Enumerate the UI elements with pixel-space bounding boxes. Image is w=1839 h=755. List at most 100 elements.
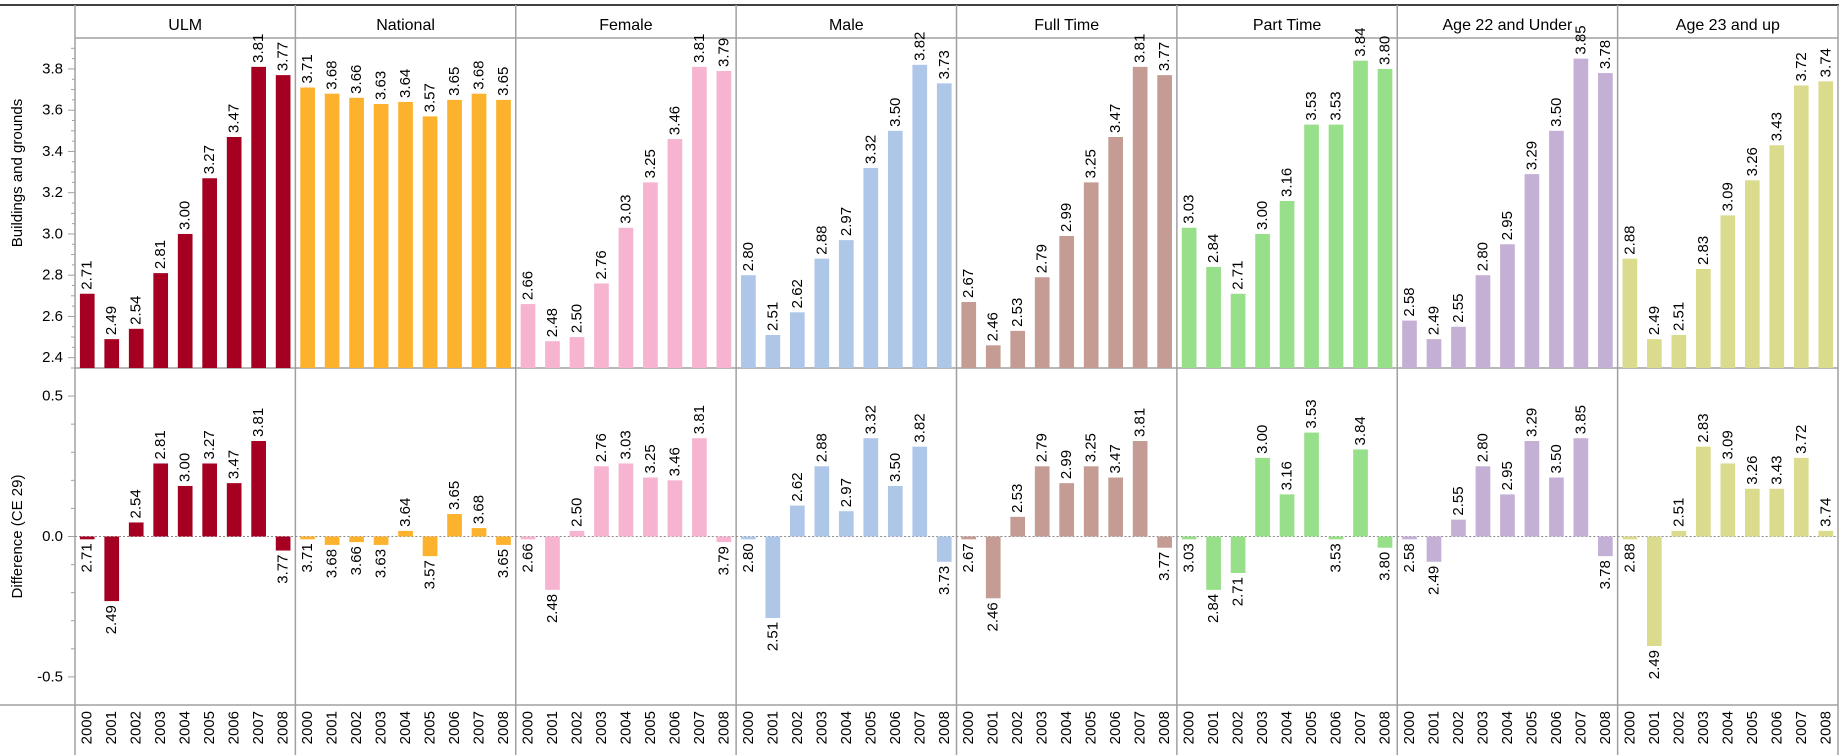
diff-bar [520, 536, 536, 540]
diff-bar-label: 2.46 [985, 602, 1002, 631]
top-bar [838, 240, 854, 368]
top-bar-label: 2.67 [960, 269, 977, 298]
panel-ulm: ULM 2.71 2.71 2000 2.49 2.49 2001 2.54 2.54 2002 2… [75, 17, 296, 744]
diff-bar [667, 480, 683, 537]
top-axis-tick-label: 3.4 [42, 143, 63, 160]
top-bar [692, 66, 707, 368]
top-bar-label: 3.32 [862, 135, 879, 164]
top-bar [1671, 335, 1687, 368]
top-bar-label: 3.26 [1744, 147, 1761, 176]
top-bar-label: 3.78 [1597, 40, 1614, 69]
top-bar [863, 167, 879, 368]
diff-bar-label: 2.99 [1058, 450, 1075, 479]
diff-bar [1108, 477, 1124, 537]
diff-bar [349, 536, 364, 543]
top-bar [275, 75, 291, 368]
top-bar-label: 3.09 [1719, 182, 1736, 211]
year-tick-label: 2008 [715, 711, 732, 744]
top-bar-label: 3.16 [1279, 168, 1296, 197]
year-tick-label: 2002 [789, 711, 806, 744]
top-bar [1402, 320, 1417, 368]
top-bar-label: 3.81 [1132, 34, 1149, 63]
top-bar [1083, 182, 1099, 368]
year-tick-label: 2004 [1279, 711, 1296, 744]
top-bar-label: 2.49 [103, 306, 120, 335]
diff-bar [300, 536, 315, 540]
diff-bar [1695, 446, 1711, 537]
top-bar [887, 130, 903, 368]
panel-title: Full Time [1034, 17, 1099, 34]
top-bar-label: 3.81 [691, 34, 708, 63]
diff-bar-label: 3.43 [1768, 456, 1785, 485]
top-bar-label: 2.80 [1474, 242, 1491, 271]
diff-bar-label: 3.47 [1107, 444, 1124, 473]
top-bar [300, 87, 315, 368]
diff-bar-label: 3.00 [1254, 425, 1271, 454]
top-bar [373, 104, 389, 368]
diff-bar [1793, 457, 1809, 537]
top-bar [1034, 277, 1050, 368]
diff-bar-label: 3.25 [642, 444, 659, 473]
diff-bar [1524, 441, 1540, 537]
top-bar [741, 275, 756, 368]
diff-bar [153, 463, 169, 537]
diff-bar-label: 3.47 [226, 450, 243, 479]
top-bar-label: 3.00 [1254, 201, 1271, 230]
year-tick-label: 2005 [201, 711, 218, 744]
year-tick-label: 2007 [1793, 711, 1810, 744]
top-bar [496, 99, 511, 368]
top-bar-label: 3.25 [642, 149, 659, 178]
top-bar-label: 3.00 [177, 201, 194, 230]
year-tick-label: 2005 [1303, 711, 1320, 744]
top-bar-label: 3.68 [471, 60, 488, 89]
top-bar [1793, 85, 1809, 368]
diff-bar [1059, 483, 1075, 537]
year-tick-label: 2004 [177, 711, 194, 744]
bottom-axis-label: Difference (CE 29) [9, 475, 26, 599]
diff-bar [1402, 536, 1417, 540]
year-tick-label: 2000 [960, 711, 977, 744]
diff-bar [251, 441, 266, 537]
year-tick-label: 2004 [1499, 711, 1516, 744]
diff-bar-label: 3.53 [1328, 543, 1345, 572]
top-bar [545, 341, 560, 368]
top-bar [667, 139, 683, 368]
year-tick-label: 2001 [1205, 711, 1222, 744]
top-bar-label: 2.62 [789, 279, 806, 308]
diff-bar-label: 2.58 [1401, 543, 1418, 572]
top-bar-label: 2.88 [1621, 225, 1638, 254]
top-bar [1500, 244, 1515, 368]
top-bar-label: 3.77 [1156, 42, 1173, 71]
top-bar [1279, 200, 1295, 368]
top-bar [1353, 60, 1368, 368]
diff-bar [1010, 516, 1026, 537]
year-tick-label: 2004 [1719, 711, 1736, 744]
panel-title: Male [829, 17, 864, 34]
year-tick-label: 2000 [1401, 711, 1418, 744]
top-bar-label: 2.51 [764, 302, 781, 331]
top-bar-label: 3.73 [936, 50, 953, 79]
top-bar [226, 137, 242, 368]
diff-bar [422, 536, 438, 557]
top-bar [79, 293, 95, 368]
year-tick-label: 2003 [373, 711, 390, 744]
top-bar-label: 3.50 [887, 98, 904, 127]
year-tick-label: 2003 [1695, 711, 1712, 744]
top-bar [1255, 233, 1270, 368]
top-bar-label: 3.65 [495, 67, 512, 96]
top-bar-label: 3.57 [422, 83, 439, 112]
top-bar [1304, 124, 1319, 368]
diff-bar-label: 3.68 [471, 495, 488, 524]
diff-bar [1279, 494, 1295, 537]
top-bar-label: 2.95 [1499, 211, 1516, 240]
panel-title: Part Time [1253, 17, 1322, 34]
top-bar [177, 233, 193, 368]
bottom-axis-tick-label: 0.0 [42, 528, 63, 545]
diff-bar-label: 2.71 [1230, 577, 1247, 606]
top-bar-label: 3.85 [1572, 25, 1589, 54]
top-bar [1622, 258, 1638, 368]
year-tick-label: 2001 [544, 711, 561, 744]
top-bar [1549, 130, 1564, 368]
year-tick-label: 2008 [936, 711, 953, 744]
year-tick-label: 2000 [740, 711, 757, 744]
